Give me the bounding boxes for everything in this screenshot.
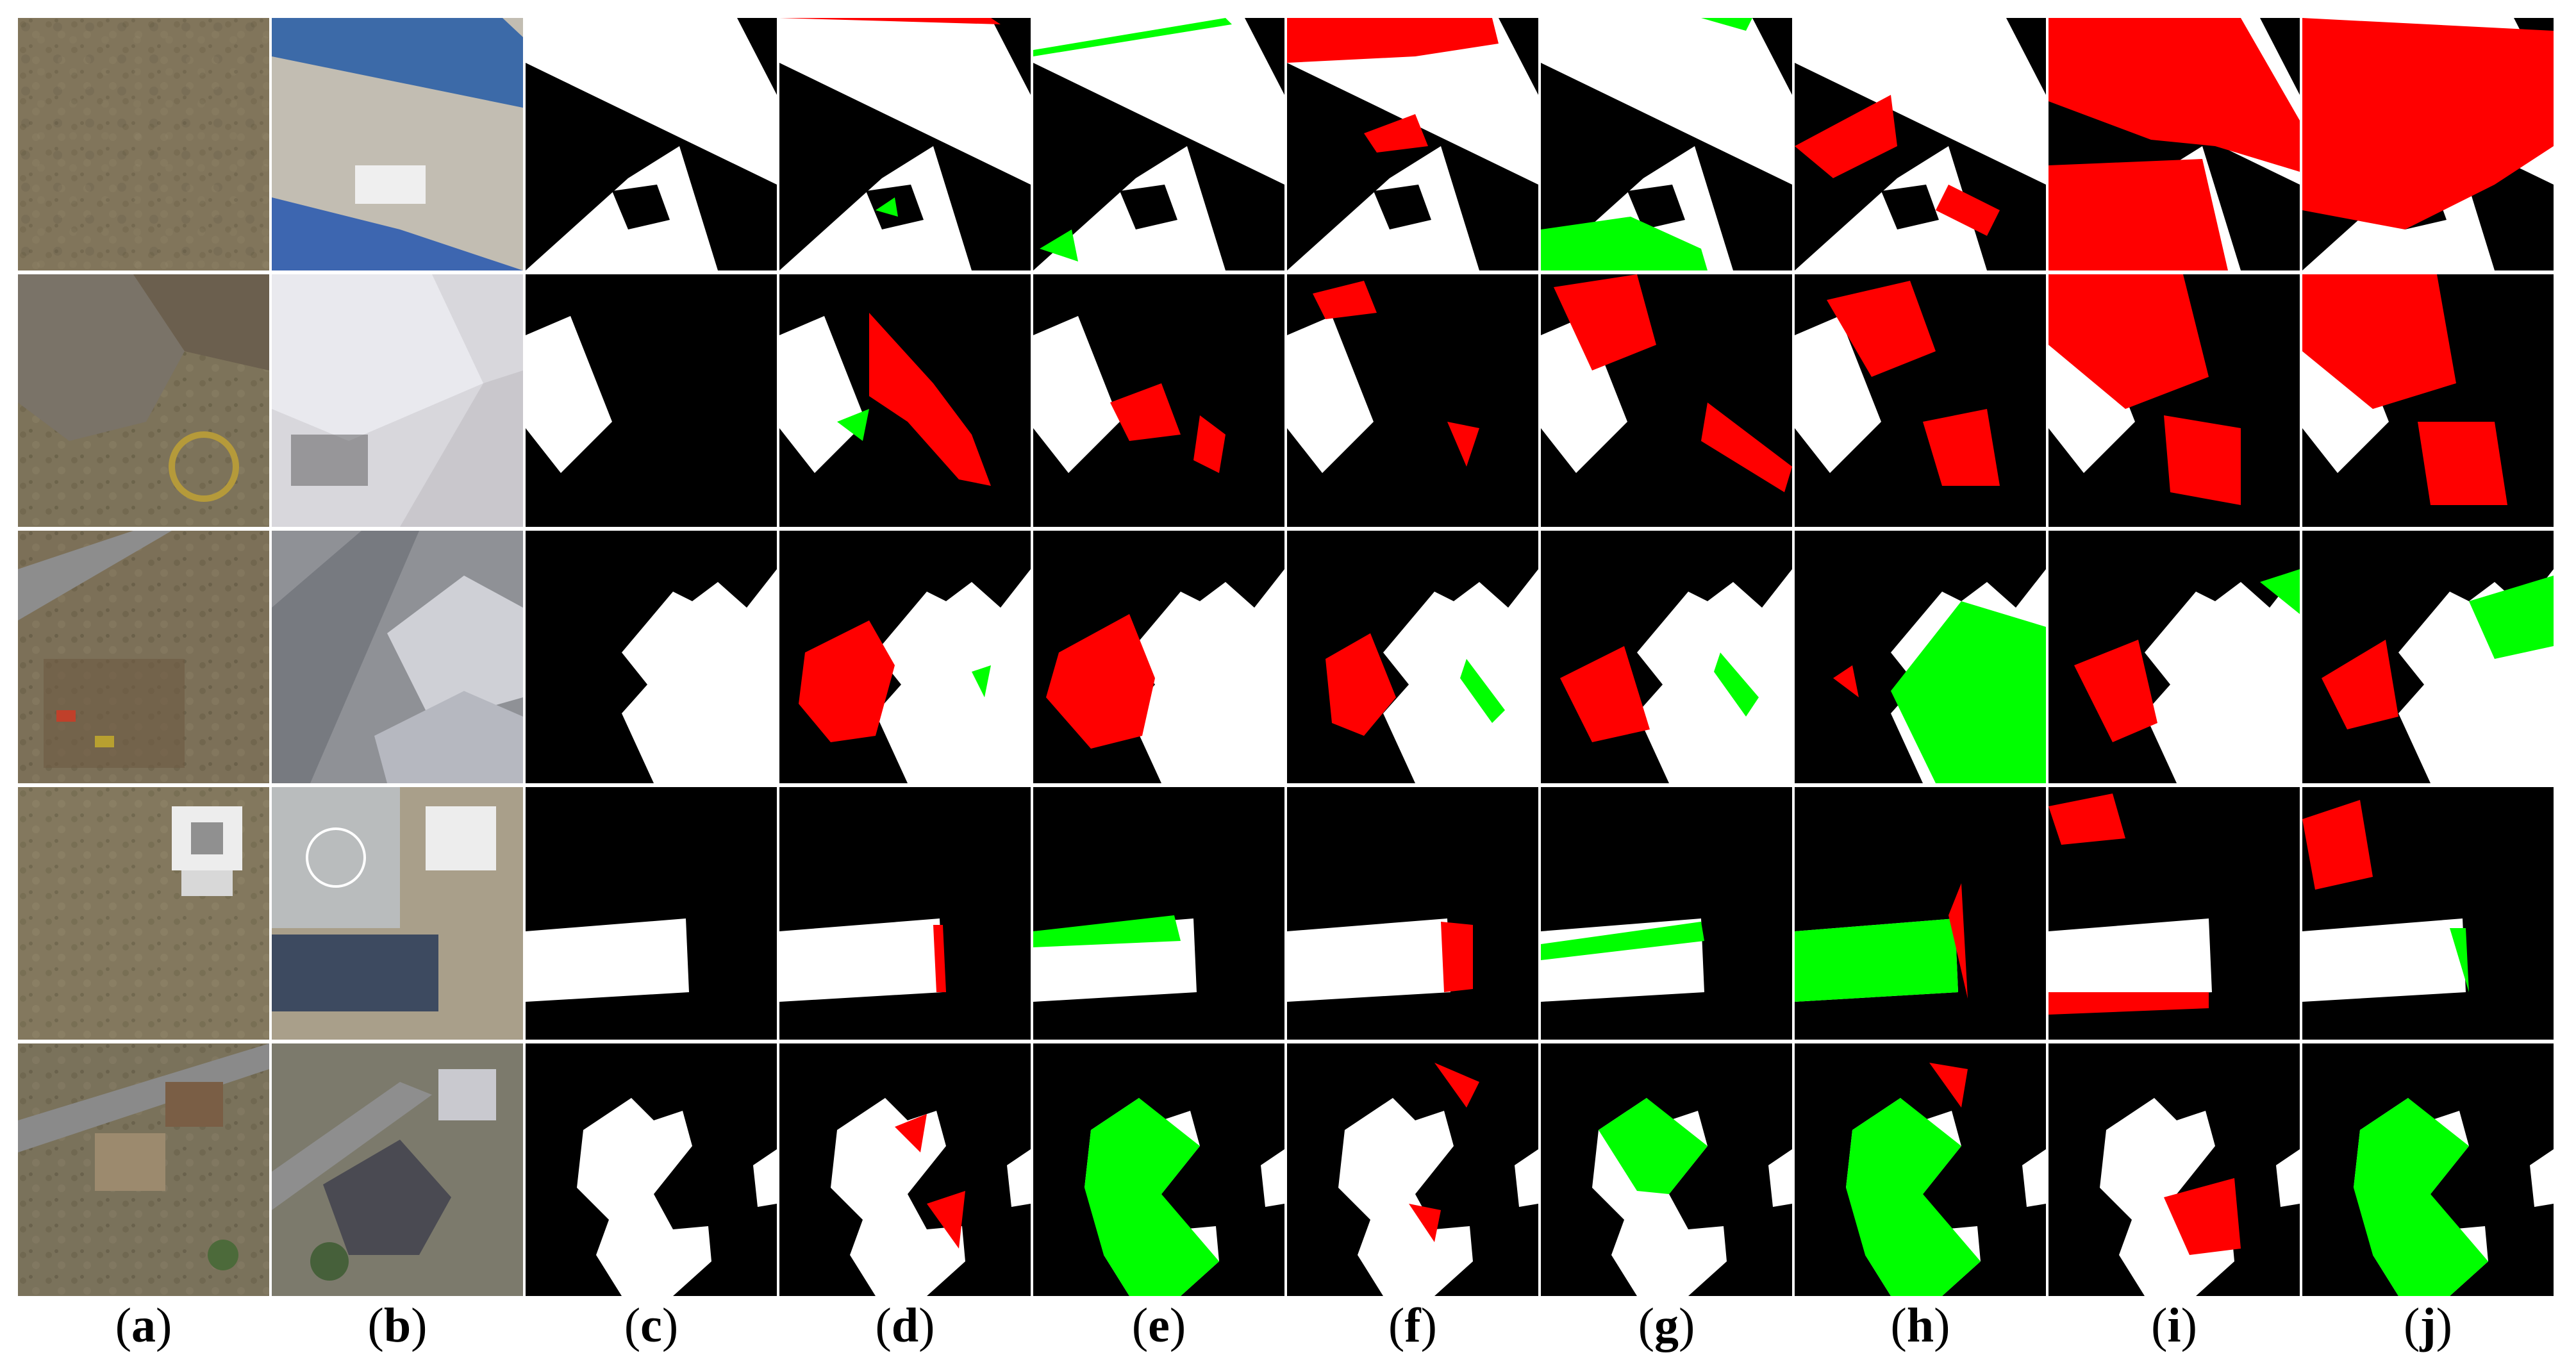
label-open-paren: ( — [1131, 1299, 1149, 1352]
label-letter: i — [2167, 1299, 2181, 1352]
cell-i-row-5 — [2048, 1043, 2300, 1296]
cell-i-row-2 — [2048, 274, 2300, 527]
column-label-a: (a) — [18, 1301, 269, 1350]
cell-g-row-2 — [1541, 274, 1792, 527]
label-letter: e — [1148, 1299, 1170, 1352]
cell-c-row-4 — [526, 787, 777, 1040]
cell-b-row-5 — [272, 1043, 523, 1296]
cell-g-row-4 — [1541, 787, 1792, 1040]
cell-g-row-5 — [1541, 1043, 1792, 1296]
cell-f-row-5 — [1287, 1043, 1538, 1296]
label-close-paren: ) — [1679, 1299, 1695, 1352]
label-close-paren: ) — [411, 1299, 428, 1352]
cell-h-row-1 — [1795, 18, 2046, 270]
cell-g-row-1 — [1541, 18, 1792, 270]
label-letter: c — [640, 1299, 662, 1352]
cell-f-row-2 — [1287, 274, 1538, 527]
cell-b-row-3 — [272, 531, 523, 783]
cell-d-row-3 — [779, 531, 1031, 783]
cell-d-row-1 — [779, 18, 1031, 270]
label-close-paren: ) — [1420, 1299, 1437, 1352]
cell-e-row-2 — [1033, 274, 1284, 527]
label-close-paren: ) — [1934, 1299, 1950, 1352]
label-letter: h — [1906, 1299, 1934, 1352]
column-label-e: (e) — [1033, 1301, 1284, 1350]
cell-a-row-2 — [18, 274, 269, 527]
label-open-paren: ( — [1388, 1299, 1405, 1352]
cell-i-row-3 — [2048, 531, 2300, 783]
cell-h-row-4 — [1795, 787, 2046, 1040]
cell-j-row-3 — [2302, 531, 2554, 783]
cell-f-row-3 — [1287, 531, 1538, 783]
label-letter: a — [131, 1299, 156, 1352]
label-letter: f — [1404, 1299, 1421, 1352]
label-open-paren: ( — [1638, 1299, 1654, 1352]
cell-j-row-1 — [2302, 18, 2554, 270]
cell-f-row-1 — [1287, 18, 1538, 270]
label-close-paren: ) — [1169, 1299, 1186, 1352]
cell-j-row-4 — [2302, 787, 2554, 1040]
label-open-paren: ( — [1890, 1299, 1907, 1352]
cell-j-row-5 — [2302, 1043, 2554, 1296]
label-close-paren: ) — [156, 1299, 172, 1352]
column-label-f: (f) — [1287, 1301, 1538, 1350]
cell-i-row-1 — [2048, 18, 2300, 270]
cell-c-row-1 — [526, 18, 777, 270]
label-open-paren: ( — [624, 1299, 641, 1352]
label-open-paren: ( — [367, 1299, 384, 1352]
cell-d-row-5 — [779, 1043, 1031, 1296]
column-label-h: (h) — [1795, 1301, 2046, 1350]
cell-a-row-4 — [18, 787, 269, 1040]
label-open-paren: ( — [875, 1299, 892, 1352]
column-label-b: (b) — [272, 1301, 523, 1350]
column-label-g: (g) — [1541, 1301, 1792, 1350]
cell-f-row-4 — [1287, 787, 1538, 1040]
label-close-paren: ) — [2436, 1299, 2452, 1352]
label-open-paren: ( — [115, 1299, 131, 1352]
label-letter: b — [383, 1299, 411, 1352]
cell-d-row-4 — [779, 787, 1031, 1040]
column-label-i: (i) — [2048, 1301, 2300, 1350]
cell-d-row-2 — [779, 274, 1031, 527]
label-open-paren: ( — [2151, 1299, 2168, 1352]
cell-g-row-3 — [1541, 531, 1792, 783]
column-label-c: (c) — [526, 1301, 777, 1350]
label-close-paren: ) — [661, 1299, 679, 1352]
label-letter: d — [891, 1299, 919, 1352]
column-label-d: (d) — [779, 1301, 1031, 1350]
cell-a-row-5 — [18, 1043, 269, 1296]
column-label-j: (j) — [2302, 1301, 2554, 1350]
cell-b-row-4 — [272, 787, 523, 1040]
cell-h-row-5 — [1795, 1043, 2046, 1296]
cell-h-row-2 — [1795, 274, 2046, 527]
cell-c-row-3 — [526, 531, 777, 783]
label-close-paren: ) — [2181, 1299, 2197, 1352]
label-close-paren: ) — [918, 1299, 935, 1352]
cell-e-row-1 — [1033, 18, 1284, 270]
cell-a-row-3 — [18, 531, 269, 783]
label-open-paren: ( — [2404, 1299, 2420, 1352]
cell-i-row-4 — [2048, 787, 2300, 1040]
label-letter: g — [1654, 1299, 1679, 1352]
cell-e-row-4 — [1033, 787, 1284, 1040]
cell-e-row-3 — [1033, 531, 1284, 783]
label-letter: j — [2420, 1299, 2436, 1352]
cell-a-row-1 — [18, 18, 269, 270]
cell-b-row-1 — [272, 18, 523, 270]
cell-c-row-2 — [526, 274, 777, 527]
cell-b-row-2 — [272, 274, 523, 527]
cell-j-row-2 — [2302, 274, 2554, 527]
cell-e-row-5 — [1033, 1043, 1284, 1296]
cell-c-row-5 — [526, 1043, 777, 1296]
cell-h-row-3 — [1795, 531, 2046, 783]
